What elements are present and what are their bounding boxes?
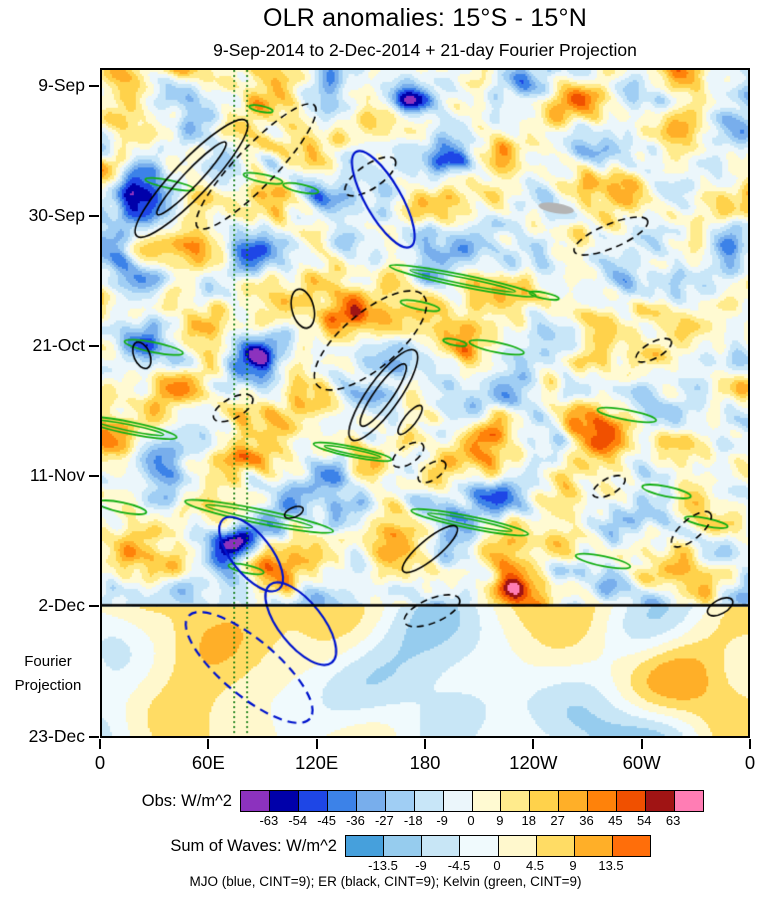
colorbar-swatch [384, 836, 423, 856]
colorbar-swatch [501, 791, 531, 811]
y-tick-mark [89, 215, 99, 218]
waves-colorbar-label: Sum of Waves: W/m^2 [170, 837, 337, 855]
colorbar-swatch [346, 836, 385, 856]
plot-area [100, 68, 750, 738]
colorbar-tick-label: -4.5 [447, 858, 471, 873]
colorbar-tick-label: -27 [374, 813, 394, 828]
y-tick-mark [89, 735, 99, 738]
x-tick-label: 0 [94, 752, 106, 773]
colorbar-tick-label: 0 [493, 858, 501, 873]
obs-colorbar-label: Obs: W/m^2 [141, 792, 232, 810]
colorbar-tick-label: 54 [637, 813, 652, 828]
colorbar-tick-label: 36 [579, 813, 594, 828]
x-tick-mark [749, 739, 751, 749]
y-tick-mark [89, 475, 99, 478]
y-tick-label: 30-Sep [28, 205, 85, 226]
colorbar-swatch [472, 791, 502, 811]
colorbar-tick-label: 4.5 [525, 858, 545, 873]
colorbar-tick-label: 63 [665, 813, 681, 828]
colorbar-tick-label: -9 [415, 858, 427, 873]
chart-subtitle: 9-Sep-2014 to 2-Dec-2014 + 21-day Fourie… [213, 40, 637, 60]
y-tick-label: 9-Sep [38, 75, 85, 95]
fourier-annotation-line2: Projection [14, 677, 82, 694]
colorbar-swatch [443, 791, 473, 811]
colorbar-swatch [269, 791, 299, 811]
x-tick-mark [207, 739, 210, 749]
colorbar-swatch [298, 791, 328, 811]
colorbar-swatch [612, 836, 650, 856]
chart-title: OLR anomalies: 15°S - 15°N [263, 4, 587, 32]
colorbar-swatch [241, 791, 270, 811]
y-tick-label: 23-Dec [28, 725, 85, 746]
colorbar-swatch [385, 791, 415, 811]
colorbar-swatch [327, 791, 357, 811]
colorbar-tick-label: 27 [550, 813, 565, 828]
colorbar-swatch [536, 836, 575, 856]
y-tick-mark [89, 345, 99, 348]
x-tick-label: 0 [744, 752, 756, 773]
colorbar-swatch [498, 836, 537, 856]
colorbar-swatch [588, 791, 618, 811]
x-tick-label: 120E [295, 752, 339, 773]
x-tick-mark [315, 739, 318, 749]
colorbar-tick-label: 18 [521, 813, 536, 828]
y-tick-label: 2-Dec [38, 595, 85, 616]
colorbar-swatch [530, 791, 560, 811]
colorbar-swatch [617, 791, 647, 811]
colorbar-swatch [675, 791, 703, 811]
colorbar-tick-label: -36 [346, 813, 365, 828]
x-tick-label: 120W [509, 752, 558, 773]
colorbar-tick-label: -9 [436, 813, 448, 828]
waves-colorbar [345, 835, 651, 857]
colorbar-tick-label: 9 [569, 858, 577, 873]
y-tick-mark [89, 605, 99, 608]
colorbar-tick-label: 45 [608, 813, 623, 828]
fourier-annotation-line1: Fourier [24, 653, 72, 670]
x-tick-label: 60E [191, 752, 225, 773]
colorbar-tick-label: -18 [403, 813, 423, 828]
y-tick-mark [89, 85, 99, 87]
contour-legend-footnote: MJO (blue, CINT=9); ER (black, CINT=9); … [189, 874, 582, 889]
y-tick-label: 21-Oct [32, 335, 85, 356]
colorbar-swatch [356, 791, 386, 811]
colorbar-swatch [559, 791, 589, 811]
x-tick-mark [99, 739, 101, 749]
colorbar-swatch [574, 836, 613, 856]
colorbar-tick-label: 13.5 [598, 858, 624, 873]
colorbar-tick-label: 0 [467, 813, 475, 828]
colorbar-swatch [414, 791, 444, 811]
x-tick-mark [640, 739, 643, 749]
x-tick-label: 180 [409, 752, 441, 773]
obs-colorbar [240, 790, 704, 812]
x-tick-mark [532, 739, 535, 749]
colorbar-tick-label: 9 [496, 813, 504, 828]
x-tick-mark [424, 739, 426, 749]
colorbar-tick-label: -54 [288, 813, 308, 828]
x-tick-label: 60W [622, 752, 661, 773]
fourier-projection-annotation: Fourier Projection [2, 650, 94, 698]
colorbar-tick-label: -45 [317, 813, 337, 828]
y-tick-label: 11-Nov [29, 465, 85, 486]
colorbar-tick-label: -13.5 [368, 858, 398, 873]
colorbar-swatch [646, 791, 676, 811]
colorbar-swatch [422, 836, 461, 856]
hovmoller-canvas [102, 70, 748, 736]
colorbar-tick-label: -63 [259, 813, 279, 828]
colorbar-swatch [460, 836, 499, 856]
